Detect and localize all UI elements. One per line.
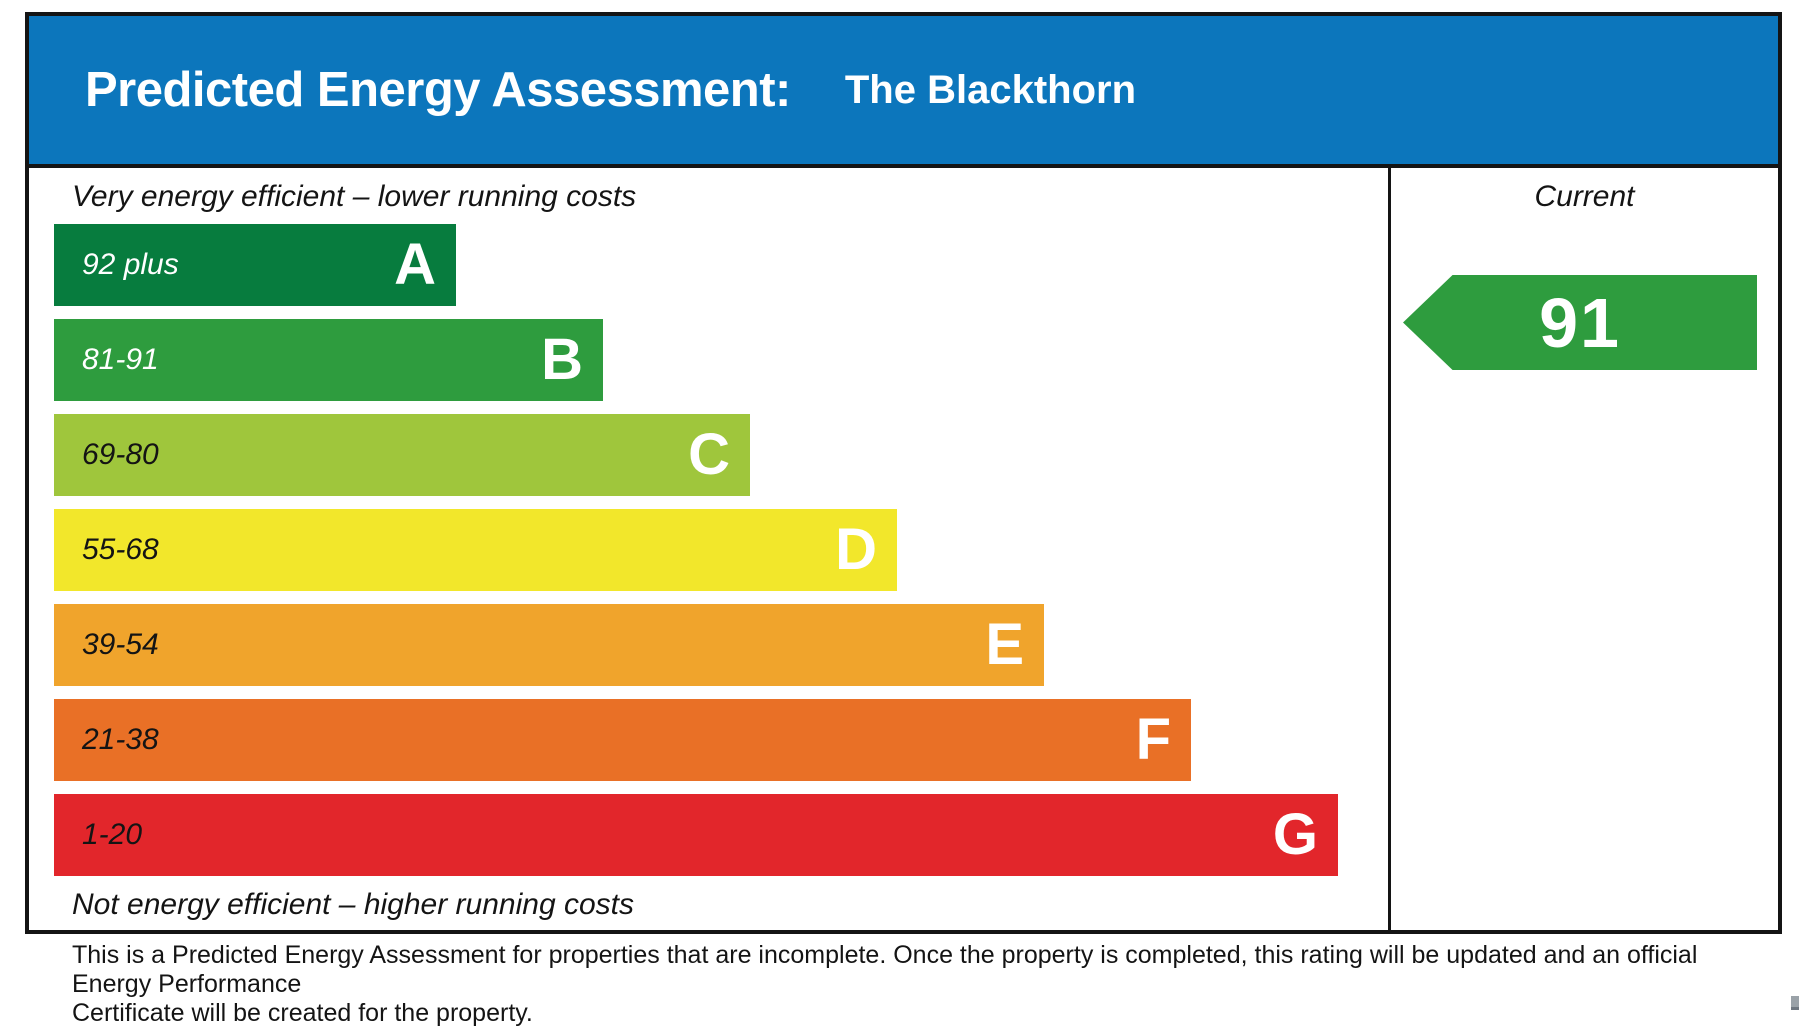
- property-name: The Blackthorn: [844, 67, 1137, 112]
- epc-chart: Very energy efficient – lower running co…: [29, 168, 1778, 930]
- band-row-d: 55-68 D: [54, 509, 1338, 591]
- current-column-header: Current: [1534, 180, 1635, 213]
- footer-disclaimer-line1: This is a Predicted Energy Assessment fo…: [72, 941, 1698, 998]
- band-letter: G: [1272, 802, 1318, 867]
- current-rating-value: 91: [1539, 283, 1621, 362]
- band-row-b: 81-91 B: [54, 319, 1338, 401]
- band-letter: D: [835, 517, 877, 582]
- band-bar-a: 92 plus A: [54, 224, 456, 306]
- band-range-label: 92 plus: [82, 248, 179, 281]
- band-letter: C: [688, 422, 730, 487]
- page-corner-artifact: [1791, 996, 1799, 1010]
- band-range-label: 21-38: [82, 723, 159, 756]
- band-row-f: 21-38 F: [54, 699, 1338, 781]
- band-range-label: 81-91: [82, 343, 159, 376]
- band-bar-b: 81-91 B: [54, 319, 603, 401]
- band-row-a: 92 plus A: [54, 224, 1338, 306]
- footer-disclaimer-line2: Certificate will be created for the prop…: [72, 999, 533, 1027]
- band-range-label: 69-80: [82, 438, 159, 471]
- certificate-header: Predicted Energy Assessment: The Blackth…: [29, 16, 1778, 168]
- band-bar-d: 55-68 D: [54, 509, 897, 591]
- band-row-c: 69-80 C: [54, 414, 1338, 496]
- band-row-g: 1-20 G: [54, 794, 1338, 876]
- certificate-panel: Predicted Energy Assessment: The Blackth…: [25, 12, 1782, 934]
- top-caption: Very energy efficient – lower running co…: [72, 180, 637, 213]
- band-range-label: 1-20: [82, 818, 143, 851]
- band-letter: E: [985, 612, 1024, 677]
- band-bar-e: 39-54 E: [54, 604, 1044, 686]
- band-letter: A: [394, 232, 436, 297]
- bottom-caption: Not energy efficient – higher running co…: [72, 888, 634, 921]
- band-bar-g: 1-20 G: [54, 794, 1338, 876]
- band-bar-c: 69-80 C: [54, 414, 750, 496]
- page-title: Predicted Energy Assessment:: [85, 63, 791, 117]
- band-row-e: 39-54 E: [54, 604, 1338, 686]
- band-letter: B: [541, 327, 583, 392]
- band-range-label: 39-54: [82, 628, 159, 661]
- footer-disclaimer: This is a Predicted Energy Assessment fo…: [72, 941, 1762, 1028]
- band-letter: F: [1135, 707, 1171, 772]
- current-rating-arrow-icon: 91: [1403, 275, 1757, 370]
- rating-bars: 92 plus A 81-91 B 69-80 C 55-68: [54, 224, 1338, 889]
- current-column-divider: [1388, 168, 1391, 930]
- band-bar-f: 21-38 F: [54, 699, 1191, 781]
- band-range-label: 55-68: [82, 533, 159, 566]
